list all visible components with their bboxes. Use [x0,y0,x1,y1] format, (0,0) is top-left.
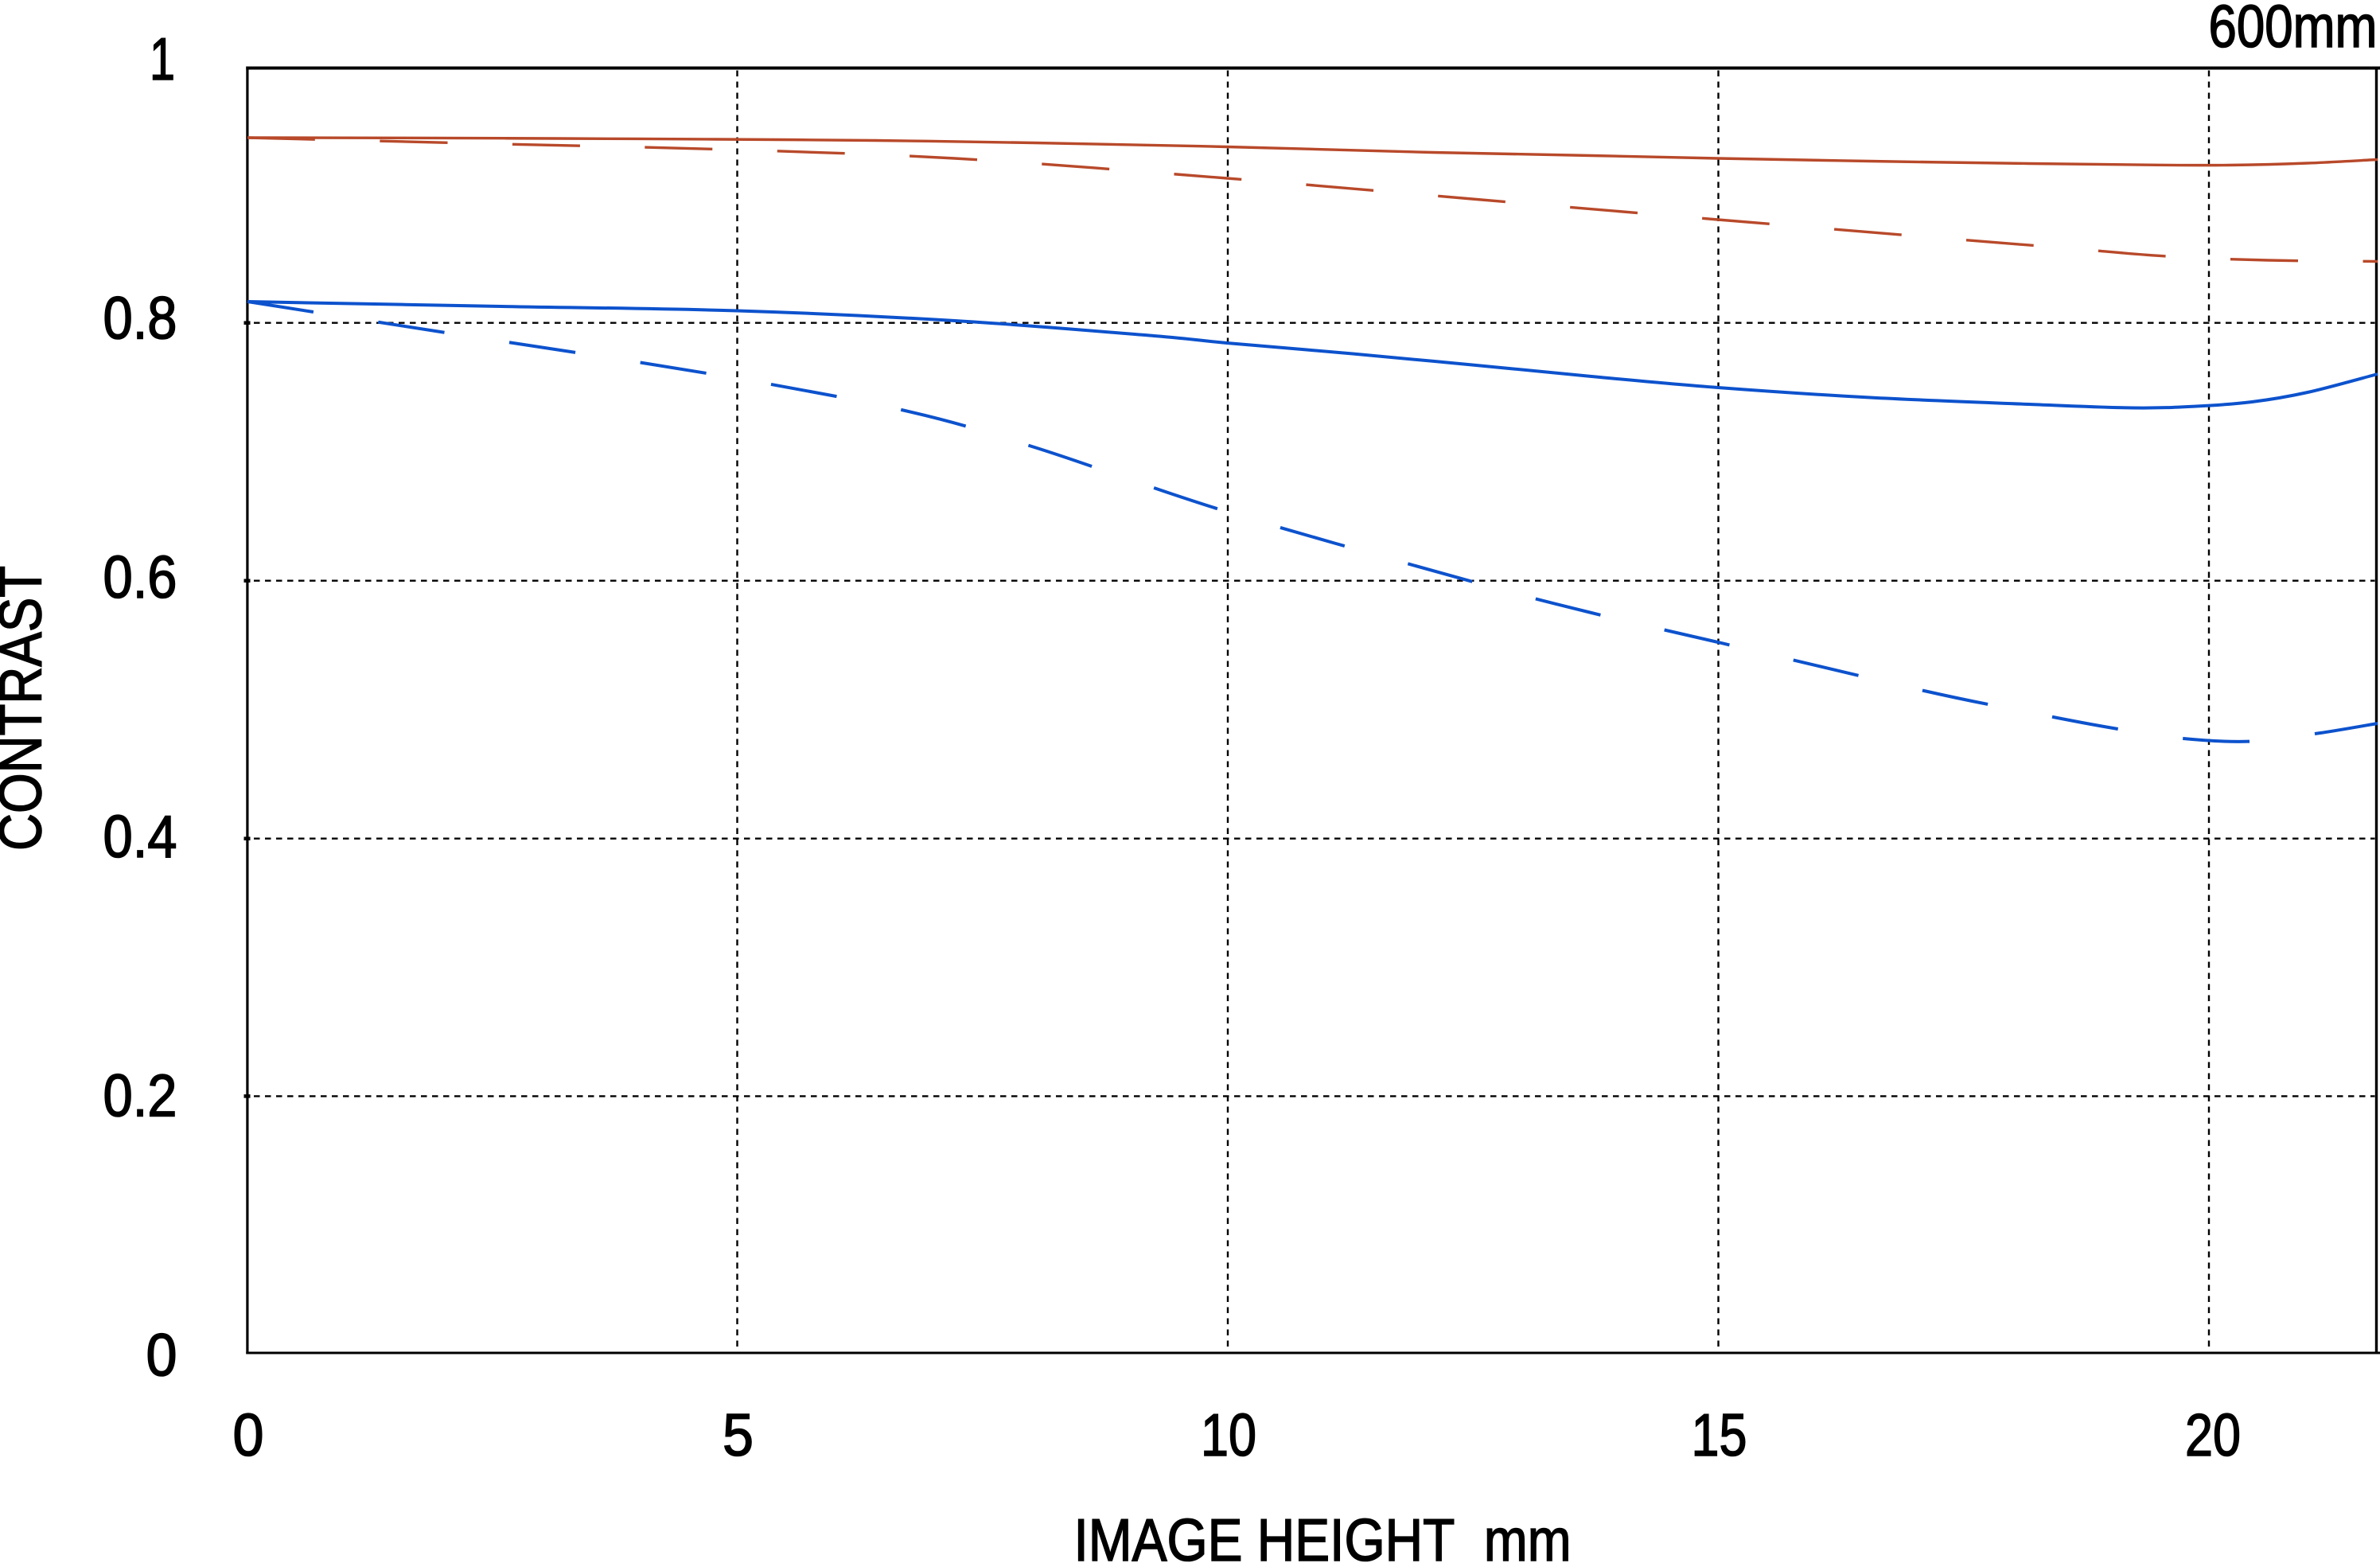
svg-text:0: 0 [146,1321,177,1388]
svg-text:1: 1 [150,25,175,92]
svg-text:0.6: 0.6 [103,544,177,610]
svg-text:0: 0 [233,1401,264,1468]
svg-text:IMAGE HEIGHT mm: IMAGE HEIGHT mm [1074,1506,1572,1563]
svg-text:0.2: 0.2 [103,1062,177,1129]
svg-text:0.8: 0.8 [103,285,177,352]
svg-text:20: 20 [2185,1401,2241,1468]
svg-text:10: 10 [1201,1401,1256,1468]
svg-text:5: 5 [723,1401,754,1468]
svg-text:600mm: 600mm [2209,0,2378,60]
svg-text:0.4: 0.4 [103,803,177,870]
svg-text:15: 15 [1692,1401,1747,1468]
svg-text:CONTRAST: CONTRAST [0,566,54,851]
